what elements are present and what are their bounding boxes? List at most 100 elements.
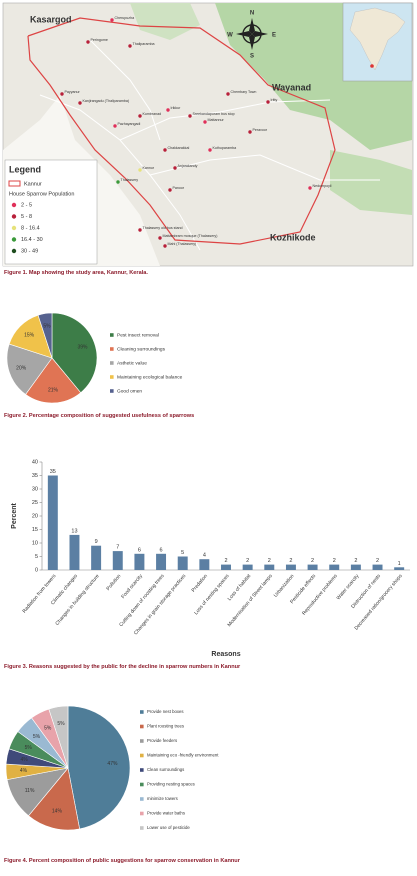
- town-dot: [110, 18, 114, 22]
- legend-population-title: House Sparrow Population: [9, 191, 74, 197]
- legend-swatch: [140, 724, 144, 729]
- town-label: Thaliparamba: [133, 42, 155, 46]
- legend-label: Maintaining eco -friendly environment: [147, 753, 219, 758]
- town-label: Peravoor: [253, 128, 268, 132]
- town-dot: [116, 180, 120, 184]
- town-dot: [208, 148, 212, 152]
- legend-swatch: [140, 782, 144, 787]
- town-label: Cherupuzha: [115, 16, 135, 20]
- bar: [177, 556, 188, 570]
- slice-label: 11%: [25, 788, 35, 794]
- legend-label: Maintaining ecological balance: [117, 374, 183, 380]
- town-dot: [226, 92, 230, 96]
- town-dot: [163, 244, 167, 248]
- town-label: Mattambram mosque (Thalassery): [163, 234, 218, 238]
- legend-label: Cleaning surroundings: [117, 346, 166, 352]
- town-label: Mahi (Thalassery): [168, 242, 197, 246]
- legend-swatch: [110, 361, 114, 365]
- region-label: Kasargod: [30, 14, 72, 24]
- x-tick-label: Pollution: [105, 573, 122, 592]
- town-dot: [128, 44, 132, 48]
- x-tick-label: Modernisation of Street lamps: [227, 573, 275, 628]
- bar: [199, 559, 210, 570]
- town-dot: [248, 130, 252, 134]
- legend-label: Provide nest boxes: [147, 709, 184, 714]
- x-tick-label: Changes in building structure: [54, 573, 100, 627]
- legend-label: minimize towers: [147, 796, 178, 801]
- slice-label: 4%: [21, 757, 29, 763]
- bar: [69, 534, 80, 570]
- pie-slice: [67, 705, 131, 830]
- bar: [329, 564, 340, 570]
- road: [39, 94, 201, 251]
- y-axis-label: Percent: [11, 502, 18, 528]
- pie-slice: [6, 343, 53, 395]
- inset-location: [370, 64, 374, 68]
- map: [2, 2, 414, 267]
- town-label: Chembary Town: [231, 90, 257, 94]
- x-tick-label: Predation: [191, 573, 209, 593]
- x-tick-label: Urbanization: [273, 573, 296, 599]
- slice-label: 5%: [57, 721, 65, 727]
- bar-value-label: 2: [268, 558, 271, 564]
- region-label: Wayanad: [272, 82, 311, 92]
- bar: [285, 564, 296, 570]
- town-label: Kuthuparamba: [213, 146, 237, 150]
- town-label: Mattannur: [208, 118, 225, 122]
- slice-label: 21%: [48, 388, 59, 394]
- town-label: Thalassery: [121, 178, 139, 182]
- legend-swatch: [140, 753, 144, 758]
- compass-needle: [236, 31, 252, 37]
- legend-dot: [11, 214, 17, 219]
- bar-value-label: 2: [333, 558, 336, 564]
- compass-needle: [249, 18, 255, 34]
- town-dot: [113, 124, 117, 128]
- bar: [134, 553, 145, 570]
- y-tick-label: 30: [32, 486, 38, 492]
- legend-boundary-swatch: [8, 180, 21, 187]
- district-boundary: [27, 17, 336, 245]
- y-tick-label: 5: [35, 554, 38, 560]
- bar: [394, 567, 405, 570]
- town-label: Nedumpoyil: [313, 184, 332, 188]
- legend-swatch: [110, 389, 114, 393]
- town-dot: [86, 40, 90, 44]
- road: [119, 99, 331, 141]
- slice-label: 15%: [24, 332, 35, 338]
- pie-slice: [37, 312, 53, 359]
- town-label: Kannur: [143, 166, 155, 170]
- legend-dot: [11, 248, 17, 254]
- town-dot: [203, 120, 207, 124]
- inset-land: [349, 7, 406, 71]
- legend-label: Clean surroundings: [147, 767, 184, 772]
- legend-swatch: [110, 333, 114, 337]
- slice-label: 5%: [25, 745, 33, 751]
- legend-swatch: [140, 768, 144, 772]
- legend-dot: [11, 225, 17, 231]
- figure-caption: Figure 1. Map showing the study area, Ka…: [4, 270, 148, 276]
- legend-label: Plant roosting trees: [147, 724, 184, 729]
- bar-value-label: 6: [138, 547, 141, 553]
- legend-class-label: 2 - 5: [21, 202, 32, 208]
- town-dot: [188, 114, 192, 118]
- bar: [47, 475, 58, 570]
- town-label: Sreekandapuram bus stop: [193, 112, 235, 116]
- bar-value-label: 2: [376, 558, 379, 564]
- compass-needle: [252, 31, 268, 37]
- legend-title: Legend: [9, 164, 41, 174]
- bar-value-label: 5: [181, 550, 184, 556]
- legend-label: Good omen: [117, 388, 142, 394]
- bar: [307, 564, 318, 570]
- y-tick-label: 0: [35, 567, 38, 573]
- y-tick-label: 15: [32, 527, 38, 533]
- bar-value-label: 6: [160, 547, 163, 553]
- legend-label: Providing nesting spaces: [147, 782, 195, 787]
- bar-value-label: 7: [116, 545, 119, 551]
- compass: [236, 18, 268, 50]
- bar-value-label: 4: [203, 553, 206, 559]
- legend-swatch: [140, 826, 144, 830]
- town-label: Chakkarakkal: [168, 146, 190, 150]
- bar: [264, 564, 275, 570]
- town-label: Panoor: [173, 186, 185, 190]
